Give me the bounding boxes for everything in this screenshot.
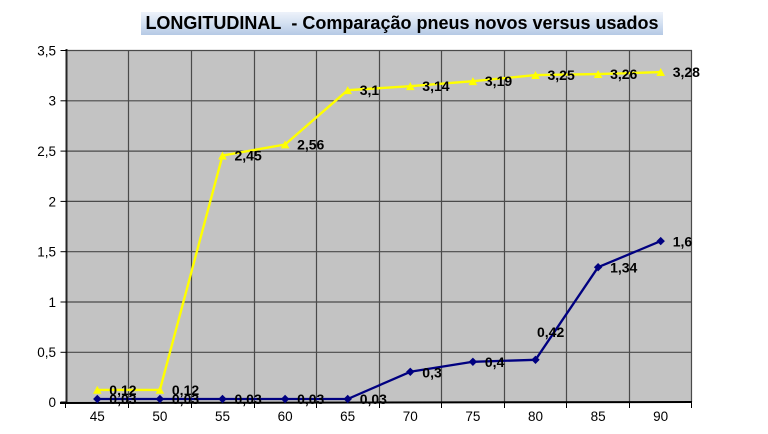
svg-text:0,12: 0,12 (109, 382, 136, 398)
svg-text:0: 0 (48, 395, 56, 410)
svg-text:90: 90 (653, 409, 668, 424)
svg-text:80: 80 (528, 409, 543, 424)
svg-text:3,14: 3,14 (422, 78, 449, 94)
svg-text:0,03: 0,03 (360, 391, 387, 407)
svg-text:0,5: 0,5 (37, 345, 56, 360)
svg-text:0,42: 0,42 (537, 324, 564, 340)
svg-text:75: 75 (465, 409, 480, 424)
svg-text:1,5: 1,5 (37, 245, 56, 260)
svg-text:0,03: 0,03 (297, 391, 324, 407)
svg-text:3: 3 (48, 94, 56, 109)
svg-text:2,45: 2,45 (235, 148, 262, 164)
svg-text:85: 85 (591, 409, 606, 424)
svg-text:0,03: 0,03 (235, 391, 262, 407)
svg-text:1,34: 1,34 (610, 260, 637, 276)
svg-text:65: 65 (340, 409, 355, 424)
svg-text:70: 70 (403, 409, 418, 424)
svg-text:60: 60 (278, 409, 293, 424)
svg-text:3,1: 3,1 (360, 82, 380, 98)
svg-text:3,28: 3,28 (673, 64, 700, 80)
svg-text:0,03: 0,03 (109, 391, 136, 407)
svg-text:2,5: 2,5 (37, 144, 56, 159)
svg-text:45: 45 (90, 409, 105, 424)
svg-text:50: 50 (152, 409, 167, 424)
svg-text:2: 2 (48, 194, 56, 209)
svg-text:2,56: 2,56 (297, 137, 324, 153)
svg-text:0,3: 0,3 (422, 365, 442, 381)
svg-text:55: 55 (215, 409, 230, 424)
svg-text:3,19: 3,19 (485, 73, 512, 89)
svg-text:3,25: 3,25 (548, 67, 575, 83)
svg-text:1: 1 (48, 295, 56, 310)
svg-text:1,6: 1,6 (673, 234, 693, 250)
svg-text:3,26: 3,26 (610, 66, 637, 82)
svg-text:0,12: 0,12 (172, 382, 199, 398)
svg-text:3,5: 3,5 (37, 43, 56, 58)
svg-text:0,03: 0,03 (172, 391, 199, 407)
svg-text:0,4: 0,4 (485, 354, 505, 370)
